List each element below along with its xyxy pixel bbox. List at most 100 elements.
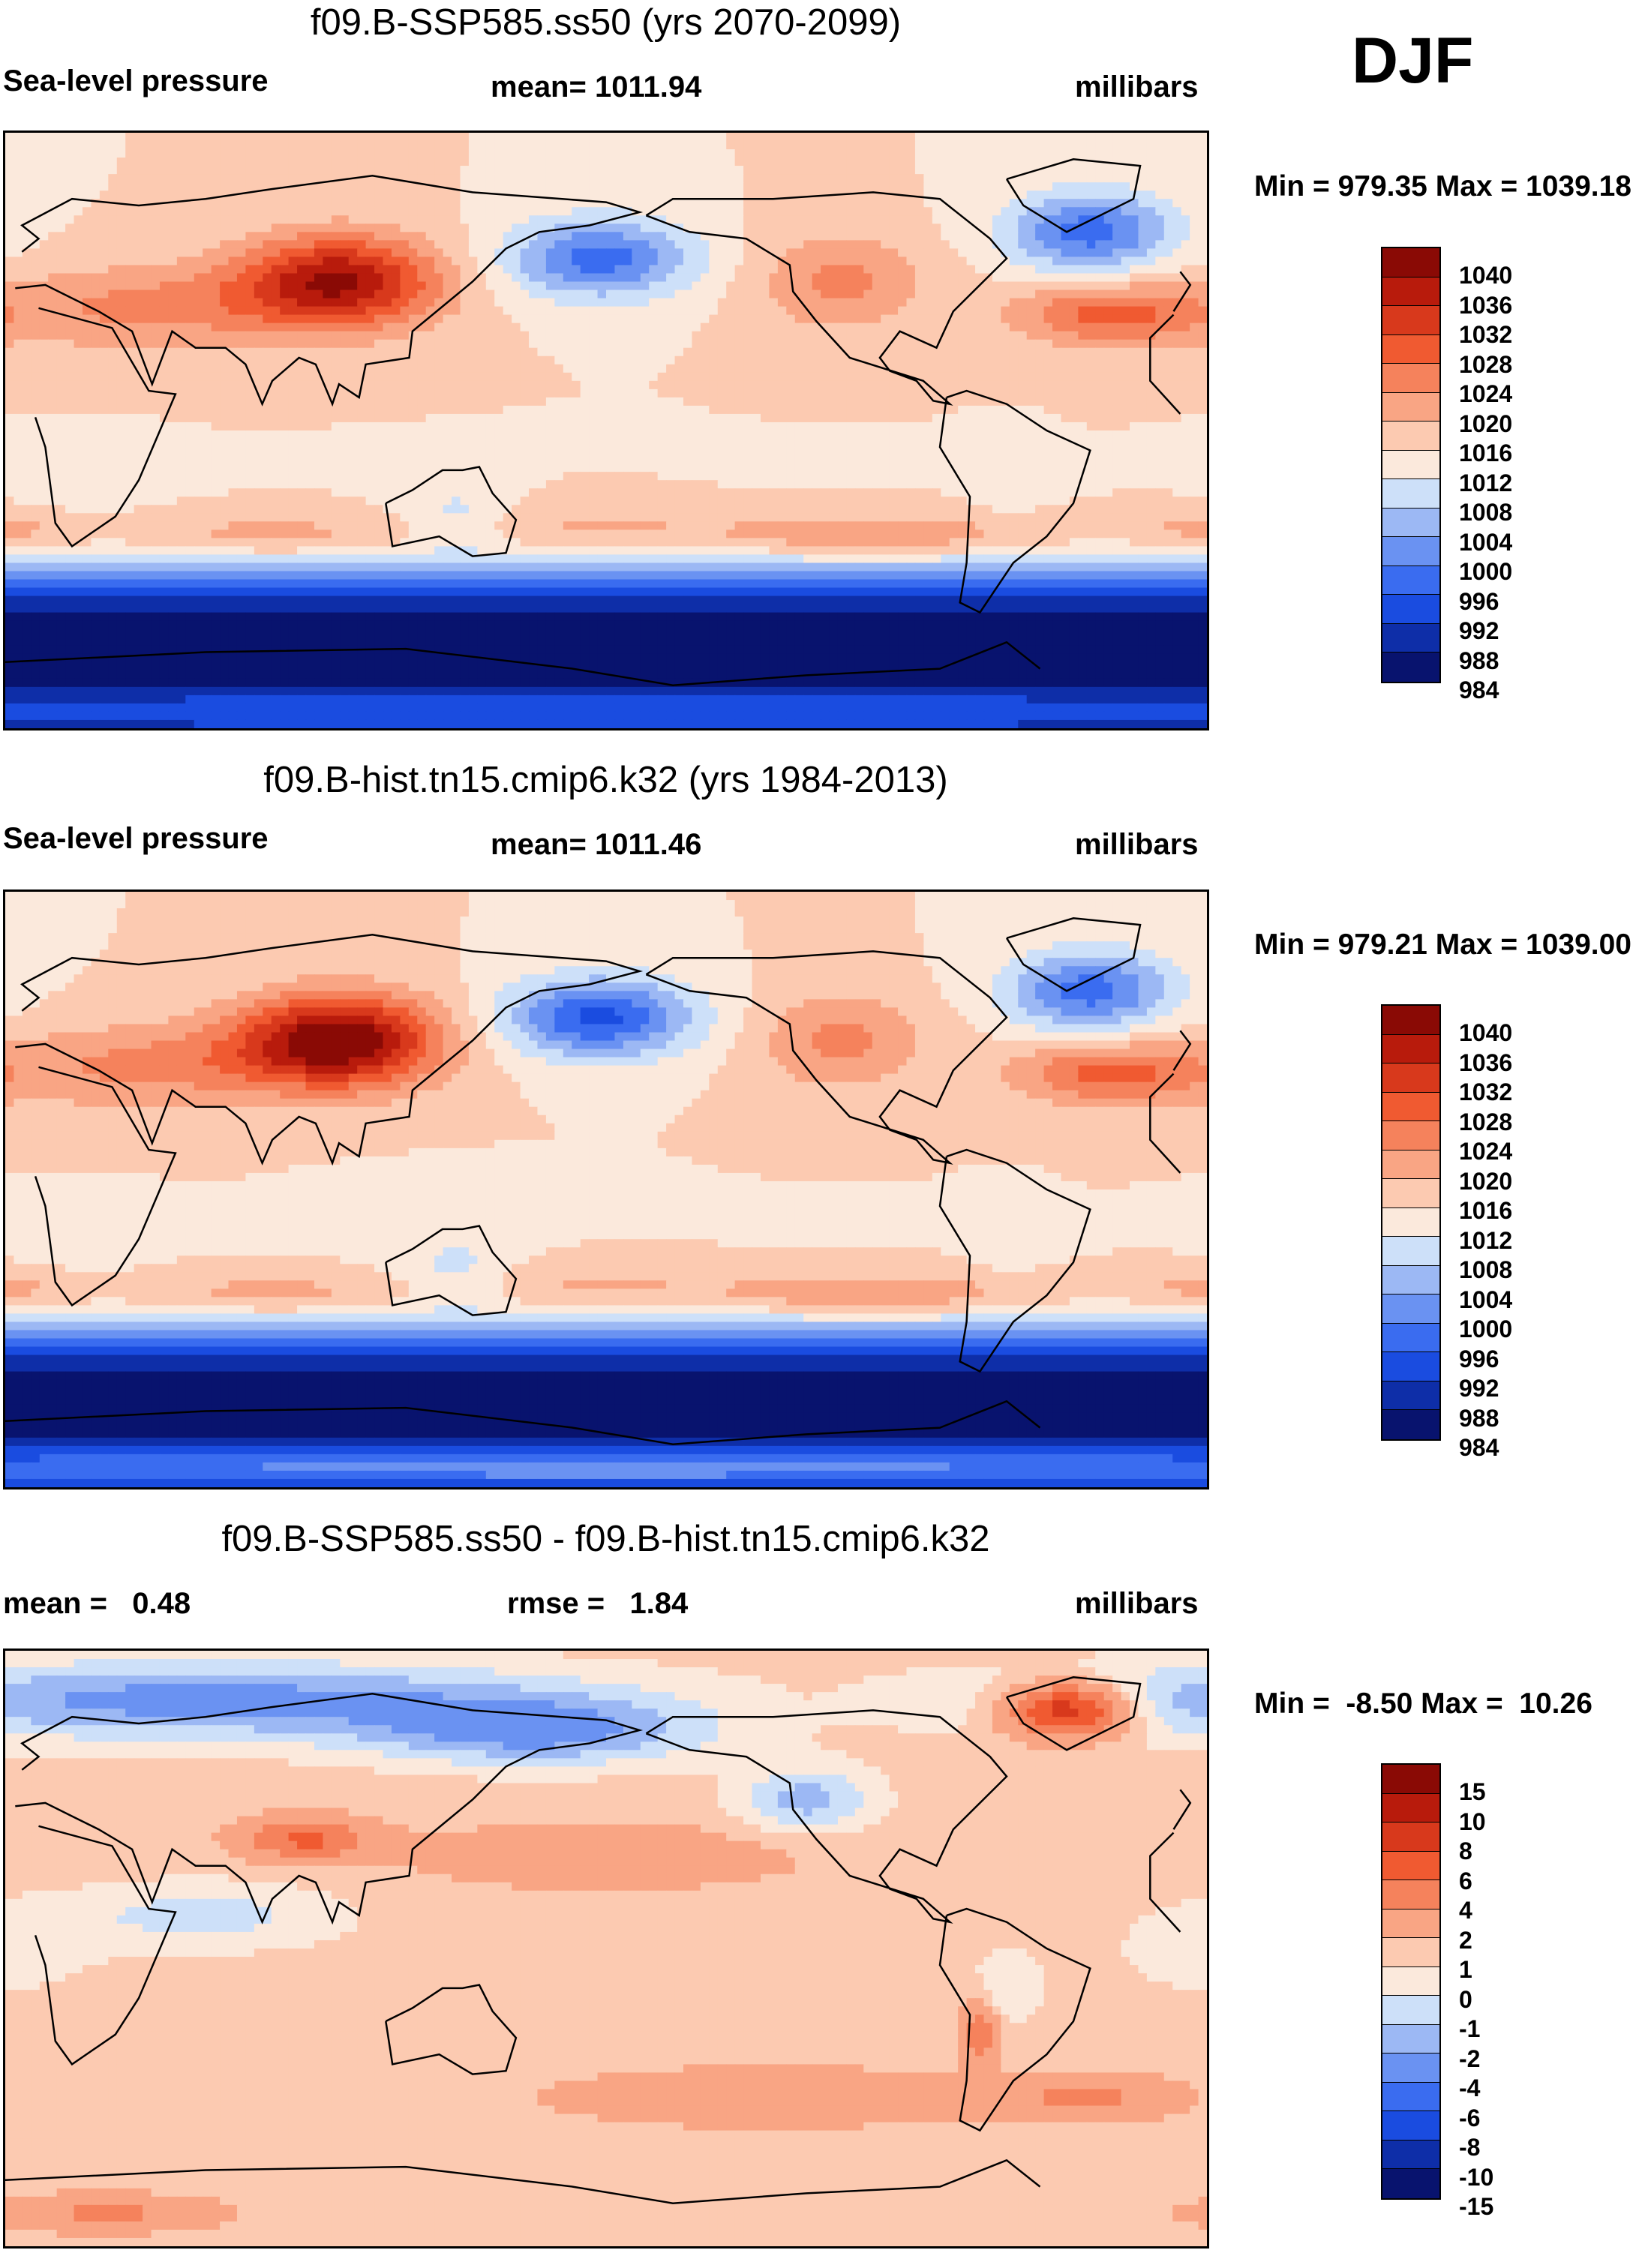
colorbar-swatch: [1382, 393, 1439, 422]
colorbar-level-label: 1004: [1459, 1286, 1512, 1314]
colorbar-swatch: [1382, 508, 1439, 538]
colorbar-swatch: [1382, 1794, 1439, 1823]
colorbar-swatch: [1382, 1237, 1439, 1266]
panel-future: f09.B-SSP585.ss50 (yrs 2070-2099) Sea-le…: [0, 0, 1642, 750]
colorbar-level-label: 1016: [1459, 440, 1512, 467]
colorbar-swatch: [1382, 1064, 1439, 1093]
colorbar-level-label: 1036: [1459, 1049, 1512, 1077]
units-label: millibars: [1075, 1587, 1199, 1621]
colorbar-level-label: 1040: [1459, 262, 1512, 290]
colorbar-level-label: 1028: [1459, 351, 1512, 379]
colorbar-hist: [1381, 1004, 1441, 1441]
variable-label: Sea-level pressure: [3, 64, 269, 98]
colorbar-swatch: [1382, 537, 1439, 566]
colorbar-level-label: -4: [1459, 2074, 1480, 2102]
colorbar-level-label: 1008: [1459, 1256, 1512, 1284]
colorbar-swatch: [1382, 1208, 1439, 1238]
units-label: millibars: [1075, 828, 1199, 862]
colorbar-swatch: [1382, 1035, 1439, 1064]
colorbar-level-label: 1024: [1459, 380, 1512, 408]
minmax-label: Min = 979.35 Max = 1039.18: [1254, 170, 1631, 203]
colorbar-swatch: [1382, 1150, 1439, 1180]
colorbar-swatch: [1382, 595, 1439, 624]
contour-map: [5, 892, 1207, 1487]
map-hist: [3, 890, 1209, 1490]
minmax-label: Min = -8.50 Max = 10.26: [1254, 1688, 1592, 1720]
colorbar-swatch: [1382, 1938, 1439, 1967]
panel-title: f09.B-SSP585.ss50 (yrs 2070-2099): [0, 2, 1211, 44]
colorbar-level-label: 1000: [1459, 1316, 1512, 1343]
colorbar-swatch: [1382, 2025, 1439, 2054]
colorbar-swatch: [1382, 422, 1439, 451]
colorbar-level-label: 992: [1459, 1375, 1499, 1402]
map-future: [3, 130, 1209, 730]
colorbar-level-label: 1012: [1459, 1227, 1512, 1255]
colorbar-swatch: [1382, 1880, 1439, 1910]
colorbar-level-label: 988: [1459, 647, 1499, 675]
colorbar-level-label: 984: [1459, 1434, 1499, 1462]
colorbar-swatch: [1382, 248, 1439, 278]
colorbar-level-label: 1016: [1459, 1197, 1512, 1225]
colorbar-swatch: [1382, 652, 1439, 682]
colorbar-swatch: [1382, 451, 1439, 480]
panel-diff: f09.B-SSP585.ss50 - f09.B-hist.tn15.cmip…: [0, 1518, 1642, 2268]
colorbar-swatch: [1382, 2111, 1439, 2140]
colorbar-swatch: [1382, 2140, 1439, 2170]
colorbar-level-label: 1020: [1459, 1168, 1512, 1196]
colorbar-swatch: [1382, 2083, 1439, 2112]
colorbar-level-label: 1: [1459, 1956, 1472, 1984]
colorbar-level-label: 15: [1459, 1778, 1486, 1806]
colorbar-level-label: 1028: [1459, 1108, 1512, 1136]
colorbar-level-label: 6: [1459, 1868, 1472, 1895]
colorbar-level-label: 992: [1459, 617, 1499, 645]
minmax-label: Min = 979.21 Max = 1039.00: [1254, 928, 1631, 962]
colorbar-level-label: 0: [1459, 1986, 1472, 2014]
contour-map: [5, 133, 1207, 728]
colorbar-level-label: 1040: [1459, 1019, 1512, 1047]
panel-hist: f09.B-hist.tn15.cmip6.k32 (yrs 1984-2013…: [0, 759, 1642, 1509]
colorbar-swatch: [1382, 2054, 1439, 2083]
units-label: millibars: [1075, 70, 1199, 104]
colorbar-swatch: [1382, 566, 1439, 596]
colorbar-level-label: 2: [1459, 1927, 1472, 1954]
colorbar-swatch: [1382, 1852, 1439, 1881]
contour-map: [5, 1651, 1207, 2246]
mean-diff-label: mean = 0.48: [3, 1587, 191, 1621]
colorbar-swatch: [1382, 1294, 1439, 1324]
panel-title: f09.B-hist.tn15.cmip6.k32 (yrs 1984-2013…: [0, 759, 1211, 801]
colorbar-future: [1381, 247, 1441, 683]
colorbar-level-label: -2: [1459, 2045, 1480, 2073]
colorbar-level-label: 1004: [1459, 529, 1512, 556]
colorbar-level-label: -6: [1459, 2104, 1480, 2132]
colorbar-level-label: 984: [1459, 676, 1499, 704]
colorbar-level-label: -10: [1459, 2164, 1493, 2192]
colorbar-level-label: 1036: [1459, 292, 1512, 320]
colorbar-swatch: [1382, 1266, 1439, 1295]
colorbar-level-label: 988: [1459, 1405, 1499, 1432]
colorbar-level-label: 1024: [1459, 1138, 1512, 1166]
colorbar-level-label: -1: [1459, 2015, 1480, 2043]
colorbar-swatch: [1382, 278, 1439, 307]
map-diff: [3, 1648, 1209, 2248]
colorbar-level-label: 1008: [1459, 499, 1512, 526]
colorbar-swatch: [1382, 1324, 1439, 1353]
mean-label: mean= 1011.46: [491, 828, 701, 862]
colorbar-swatch: [1382, 2169, 1439, 2198]
colorbar-swatch: [1382, 1093, 1439, 1122]
colorbar-swatch: [1382, 306, 1439, 335]
colorbar-diff: [1381, 1763, 1441, 2200]
colorbar-level-label: 10: [1459, 1808, 1486, 1836]
colorbar-swatch: [1382, 1765, 1439, 1794]
colorbar-level-label: 1020: [1459, 410, 1512, 438]
colorbar-level-label: -15: [1459, 2193, 1493, 2221]
colorbar-swatch: [1382, 335, 1439, 364]
rmse-label: rmse = 1.84: [507, 1587, 688, 1621]
colorbar-swatch: [1382, 1967, 1439, 1996]
colorbar-swatch: [1382, 1382, 1439, 1411]
colorbar-level-label: 1000: [1459, 558, 1512, 586]
colorbar-level-label: 996: [1459, 1346, 1499, 1373]
panel-title: f09.B-SSP585.ss50 - f09.B-hist.tn15.cmip…: [0, 1518, 1211, 1560]
colorbar-level-label: 1012: [1459, 470, 1512, 497]
colorbar-level-label: 4: [1459, 1897, 1472, 1924]
colorbar-swatch: [1382, 479, 1439, 508]
